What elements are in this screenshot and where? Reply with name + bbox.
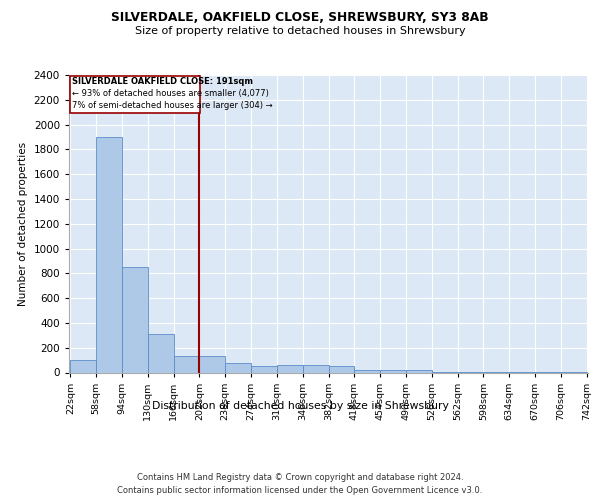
- Bar: [122, 267, 148, 372]
- Bar: [148, 334, 173, 372]
- FancyBboxPatch shape: [70, 76, 200, 114]
- Bar: [277, 365, 302, 372]
- Bar: [96, 137, 122, 372]
- Bar: [173, 356, 199, 372]
- Bar: [251, 366, 277, 372]
- Text: 7% of semi-detached houses are larger (304) →: 7% of semi-detached houses are larger (3…: [72, 100, 272, 110]
- Text: SILVERDALE OAKFIELD CLOSE: 191sqm: SILVERDALE OAKFIELD CLOSE: 191sqm: [72, 77, 253, 86]
- Bar: [302, 365, 329, 372]
- Bar: [355, 370, 380, 372]
- Bar: [380, 370, 406, 372]
- Text: Distribution of detached houses by size in Shrewsbury: Distribution of detached houses by size …: [152, 401, 448, 411]
- Text: ← 93% of detached houses are smaller (4,077): ← 93% of detached houses are smaller (4,…: [72, 89, 269, 98]
- Bar: [406, 370, 432, 372]
- Bar: [70, 360, 96, 372]
- Text: SILVERDALE, OAKFIELD CLOSE, SHREWSBURY, SY3 8AB: SILVERDALE, OAKFIELD CLOSE, SHREWSBURY, …: [111, 11, 489, 24]
- Y-axis label: Number of detached properties: Number of detached properties: [18, 142, 28, 306]
- Bar: [225, 362, 251, 372]
- Bar: [199, 356, 225, 372]
- Text: Size of property relative to detached houses in Shrewsbury: Size of property relative to detached ho…: [134, 26, 466, 36]
- Bar: [329, 366, 355, 372]
- Text: Contains HM Land Registry data © Crown copyright and database right 2024.: Contains HM Land Registry data © Crown c…: [137, 472, 463, 482]
- Text: Contains public sector information licensed under the Open Government Licence v3: Contains public sector information licen…: [118, 486, 482, 495]
